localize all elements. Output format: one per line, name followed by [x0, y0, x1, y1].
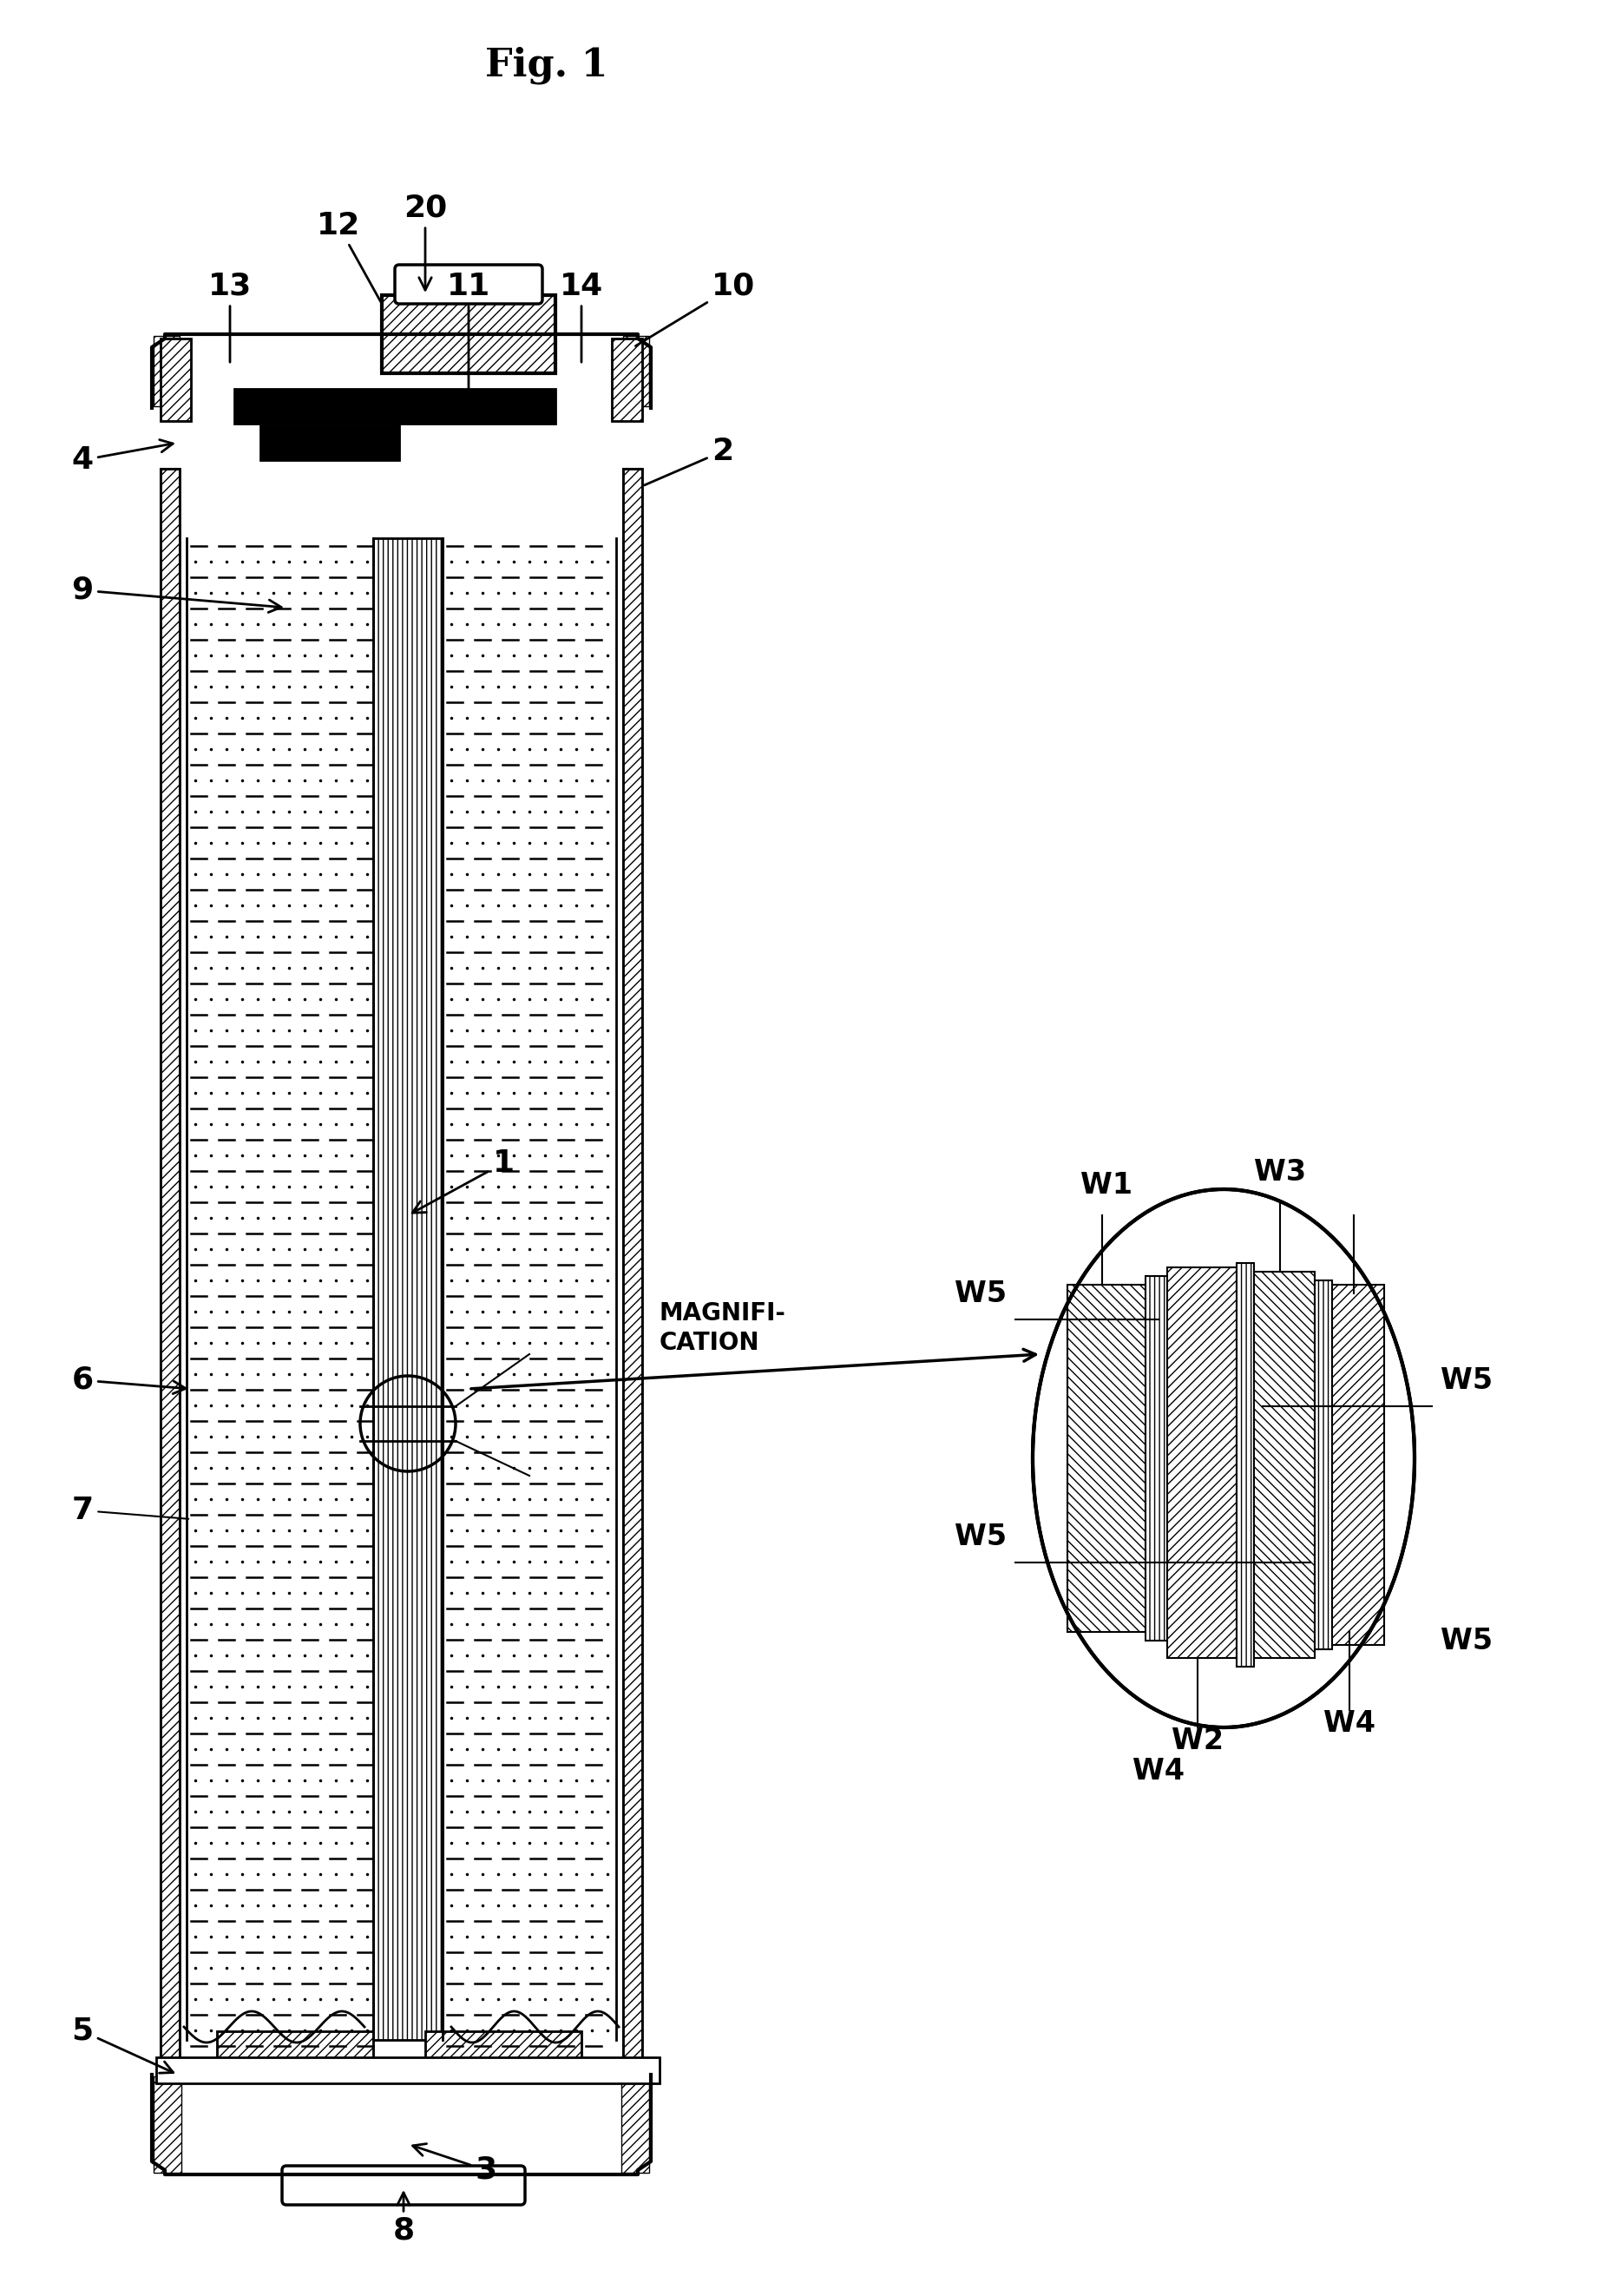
- Bar: [1029, 1185, 1420, 1731]
- Text: 6: 6: [71, 1366, 186, 1396]
- Text: W4: W4: [1132, 1756, 1184, 1786]
- Text: W4: W4: [1323, 1708, 1376, 1738]
- Bar: [623, 468, 643, 2076]
- Bar: [153, 2076, 181, 2172]
- Bar: [1168, 1267, 1237, 1658]
- Text: 4: 4: [71, 441, 173, 475]
- Bar: [425, 2032, 581, 2066]
- Bar: [234, 388, 556, 422]
- Text: W2: W2: [1171, 1727, 1224, 1754]
- Text: W5: W5: [1441, 1628, 1492, 1655]
- Bar: [153, 335, 179, 406]
- Text: 7: 7: [71, 1495, 189, 1525]
- Text: 1: 1: [412, 1148, 514, 1212]
- Text: W5: W5: [954, 1522, 1006, 1552]
- Bar: [373, 537, 443, 2039]
- Text: 12: 12: [317, 211, 381, 301]
- Text: W3: W3: [1253, 1157, 1307, 1187]
- Bar: [1315, 1281, 1332, 1649]
- Text: 5: 5: [71, 2016, 173, 2073]
- Text: 2: 2: [644, 436, 733, 484]
- Text: 8: 8: [392, 2193, 415, 2245]
- Bar: [425, 2032, 581, 2066]
- Bar: [160, 338, 191, 420]
- Bar: [1145, 1277, 1168, 1642]
- Bar: [1237, 1263, 1253, 1667]
- Bar: [160, 338, 191, 420]
- Text: 3: 3: [413, 2144, 497, 2186]
- Bar: [1068, 1286, 1145, 1632]
- Text: 20: 20: [404, 193, 447, 289]
- Text: W5: W5: [1441, 1366, 1492, 1396]
- Bar: [160, 468, 179, 2076]
- Bar: [381, 296, 556, 374]
- Bar: [260, 425, 399, 459]
- Bar: [623, 468, 643, 2076]
- Bar: [1332, 1286, 1384, 1644]
- Bar: [612, 338, 643, 420]
- Bar: [157, 2057, 659, 2082]
- Bar: [160, 468, 179, 2076]
- Text: 13: 13: [208, 271, 252, 363]
- FancyBboxPatch shape: [394, 264, 543, 303]
- Bar: [216, 2032, 373, 2066]
- Text: MAGNIFI-
CATION: MAGNIFI- CATION: [659, 1302, 787, 1355]
- Bar: [216, 2032, 373, 2066]
- Bar: [381, 296, 556, 374]
- Text: Fig. 1: Fig. 1: [486, 46, 609, 85]
- Bar: [373, 537, 443, 2039]
- Text: 14: 14: [560, 271, 604, 363]
- Text: W1: W1: [1080, 1171, 1132, 1199]
- Bar: [622, 2076, 649, 2172]
- Bar: [623, 335, 649, 406]
- Bar: [612, 338, 643, 420]
- Bar: [1253, 1272, 1315, 1658]
- Text: 10: 10: [636, 271, 756, 347]
- Text: 9: 9: [71, 576, 281, 613]
- FancyBboxPatch shape: [283, 2165, 525, 2204]
- Text: W5: W5: [954, 1279, 1006, 1309]
- Text: 11: 11: [447, 271, 491, 388]
